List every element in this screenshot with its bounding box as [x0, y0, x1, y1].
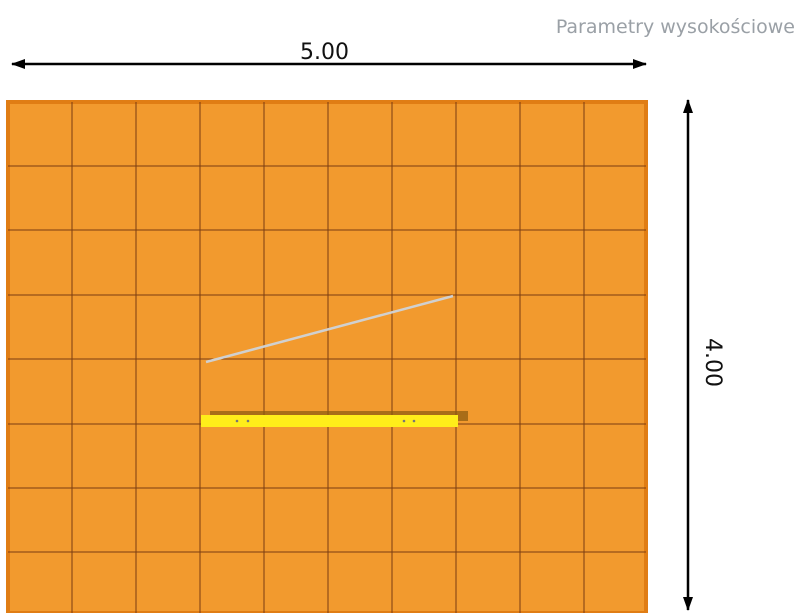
beam-bolt [412, 419, 416, 423]
beam-bolt [246, 419, 250, 423]
beam [201, 415, 458, 427]
beam-bolt [402, 419, 406, 423]
cable-line [205, 294, 454, 364]
floor-slab [6, 100, 648, 613]
floor-border [6, 100, 648, 613]
floor-grid [8, 102, 646, 613]
beam-bolt [235, 419, 239, 423]
page-title: Parametry wysokościowe [555, 16, 795, 38]
